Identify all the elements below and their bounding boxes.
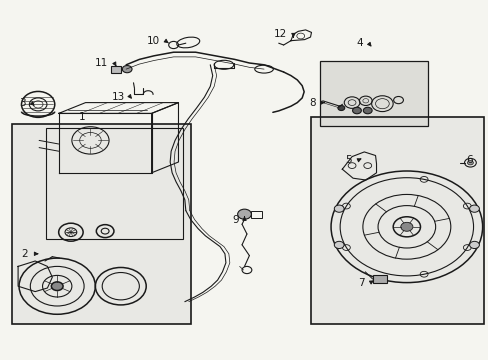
Text: 2: 2 [21,249,28,259]
Circle shape [237,209,251,219]
Bar [46,128,183,239]
Text: 3: 3 [19,98,25,108]
Circle shape [467,161,472,165]
Bar [320,61,427,126]
Text: 1: 1 [79,112,85,122]
Circle shape [51,282,63,291]
Text: 7: 7 [357,278,364,288]
Bar [310,117,483,324]
Circle shape [122,66,132,73]
Bar [111,66,121,73]
Text: 6: 6 [465,155,472,165]
Text: 4: 4 [355,38,362,48]
Circle shape [334,241,344,248]
Circle shape [400,222,412,231]
Text: 10: 10 [147,36,160,46]
Text: 8: 8 [308,98,315,108]
Bar [310,117,483,324]
Bar [372,275,386,283]
Text: 11: 11 [95,58,108,68]
Text: 13: 13 [111,92,124,102]
Bar [251,211,262,218]
Bar [12,124,190,324]
Circle shape [363,107,371,114]
Circle shape [352,107,361,114]
Circle shape [337,105,344,111]
Text: 5: 5 [345,155,351,165]
Bar [12,124,190,324]
Circle shape [468,241,478,248]
Text: 9: 9 [231,215,238,225]
Circle shape [468,205,478,212]
Circle shape [334,205,344,212]
Text: 12: 12 [274,29,287,39]
Bar [320,61,427,126]
